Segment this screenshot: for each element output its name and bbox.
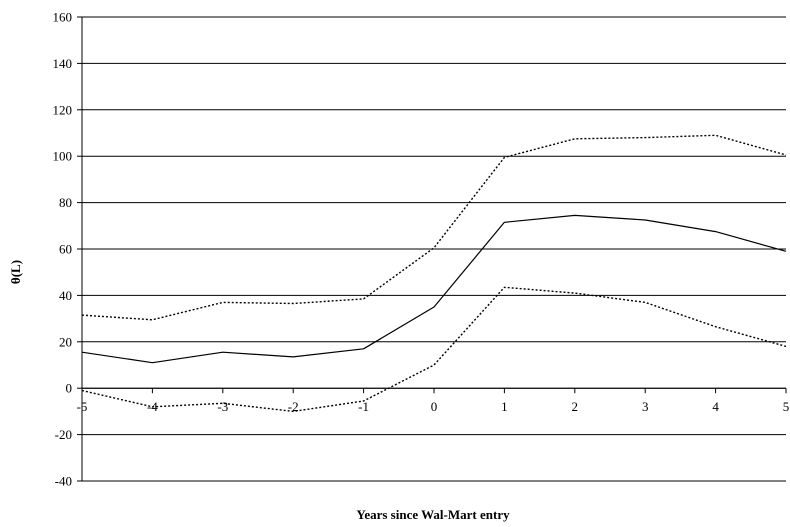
confidence-bound-line-1 [81,134,787,321]
x-tick-label: -5 [77,399,88,414]
y-tick-label: 140 [53,56,73,71]
x-tick-labels: -5 -4 -3 -2 -1 0 1 2 3 4 5 [77,399,790,414]
y-tick-label: 160 [53,10,73,25]
y-tick-label: 100 [53,149,73,164]
x-tick-label: -2 [288,399,299,414]
x-tick-label: 3 [642,399,649,414]
y-axis-label: θ(L) [8,260,23,284]
y-tick-label: 120 [53,102,73,117]
y-tick-label: 0 [66,381,73,396]
y-tick-label: 60 [59,242,72,257]
x-tick-label: 4 [712,399,719,414]
x-tick-label: 1 [501,399,508,414]
x-tick-label: 5 [783,399,790,414]
y-tick-labels: -40 -20 0 20 40 60 80 100 120 140 160 [53,10,73,489]
x-tick-label: -3 [217,399,228,414]
x-tick-label: -1 [358,399,369,414]
y-tick-label: 40 [59,288,72,303]
x-tick-label: -4 [147,399,158,414]
y-tick-label: -40 [55,474,72,489]
y-tick-label: 80 [59,195,72,210]
y-tick-label: -20 [55,427,72,442]
series-lines [81,134,787,413]
x-tick-label: 2 [572,399,579,414]
x-tick-label: 0 [431,399,438,414]
x-axis-label: Years since Wal-Mart entry [356,507,510,522]
estimate-line [81,214,787,364]
y-tick-label: 20 [59,334,72,349]
